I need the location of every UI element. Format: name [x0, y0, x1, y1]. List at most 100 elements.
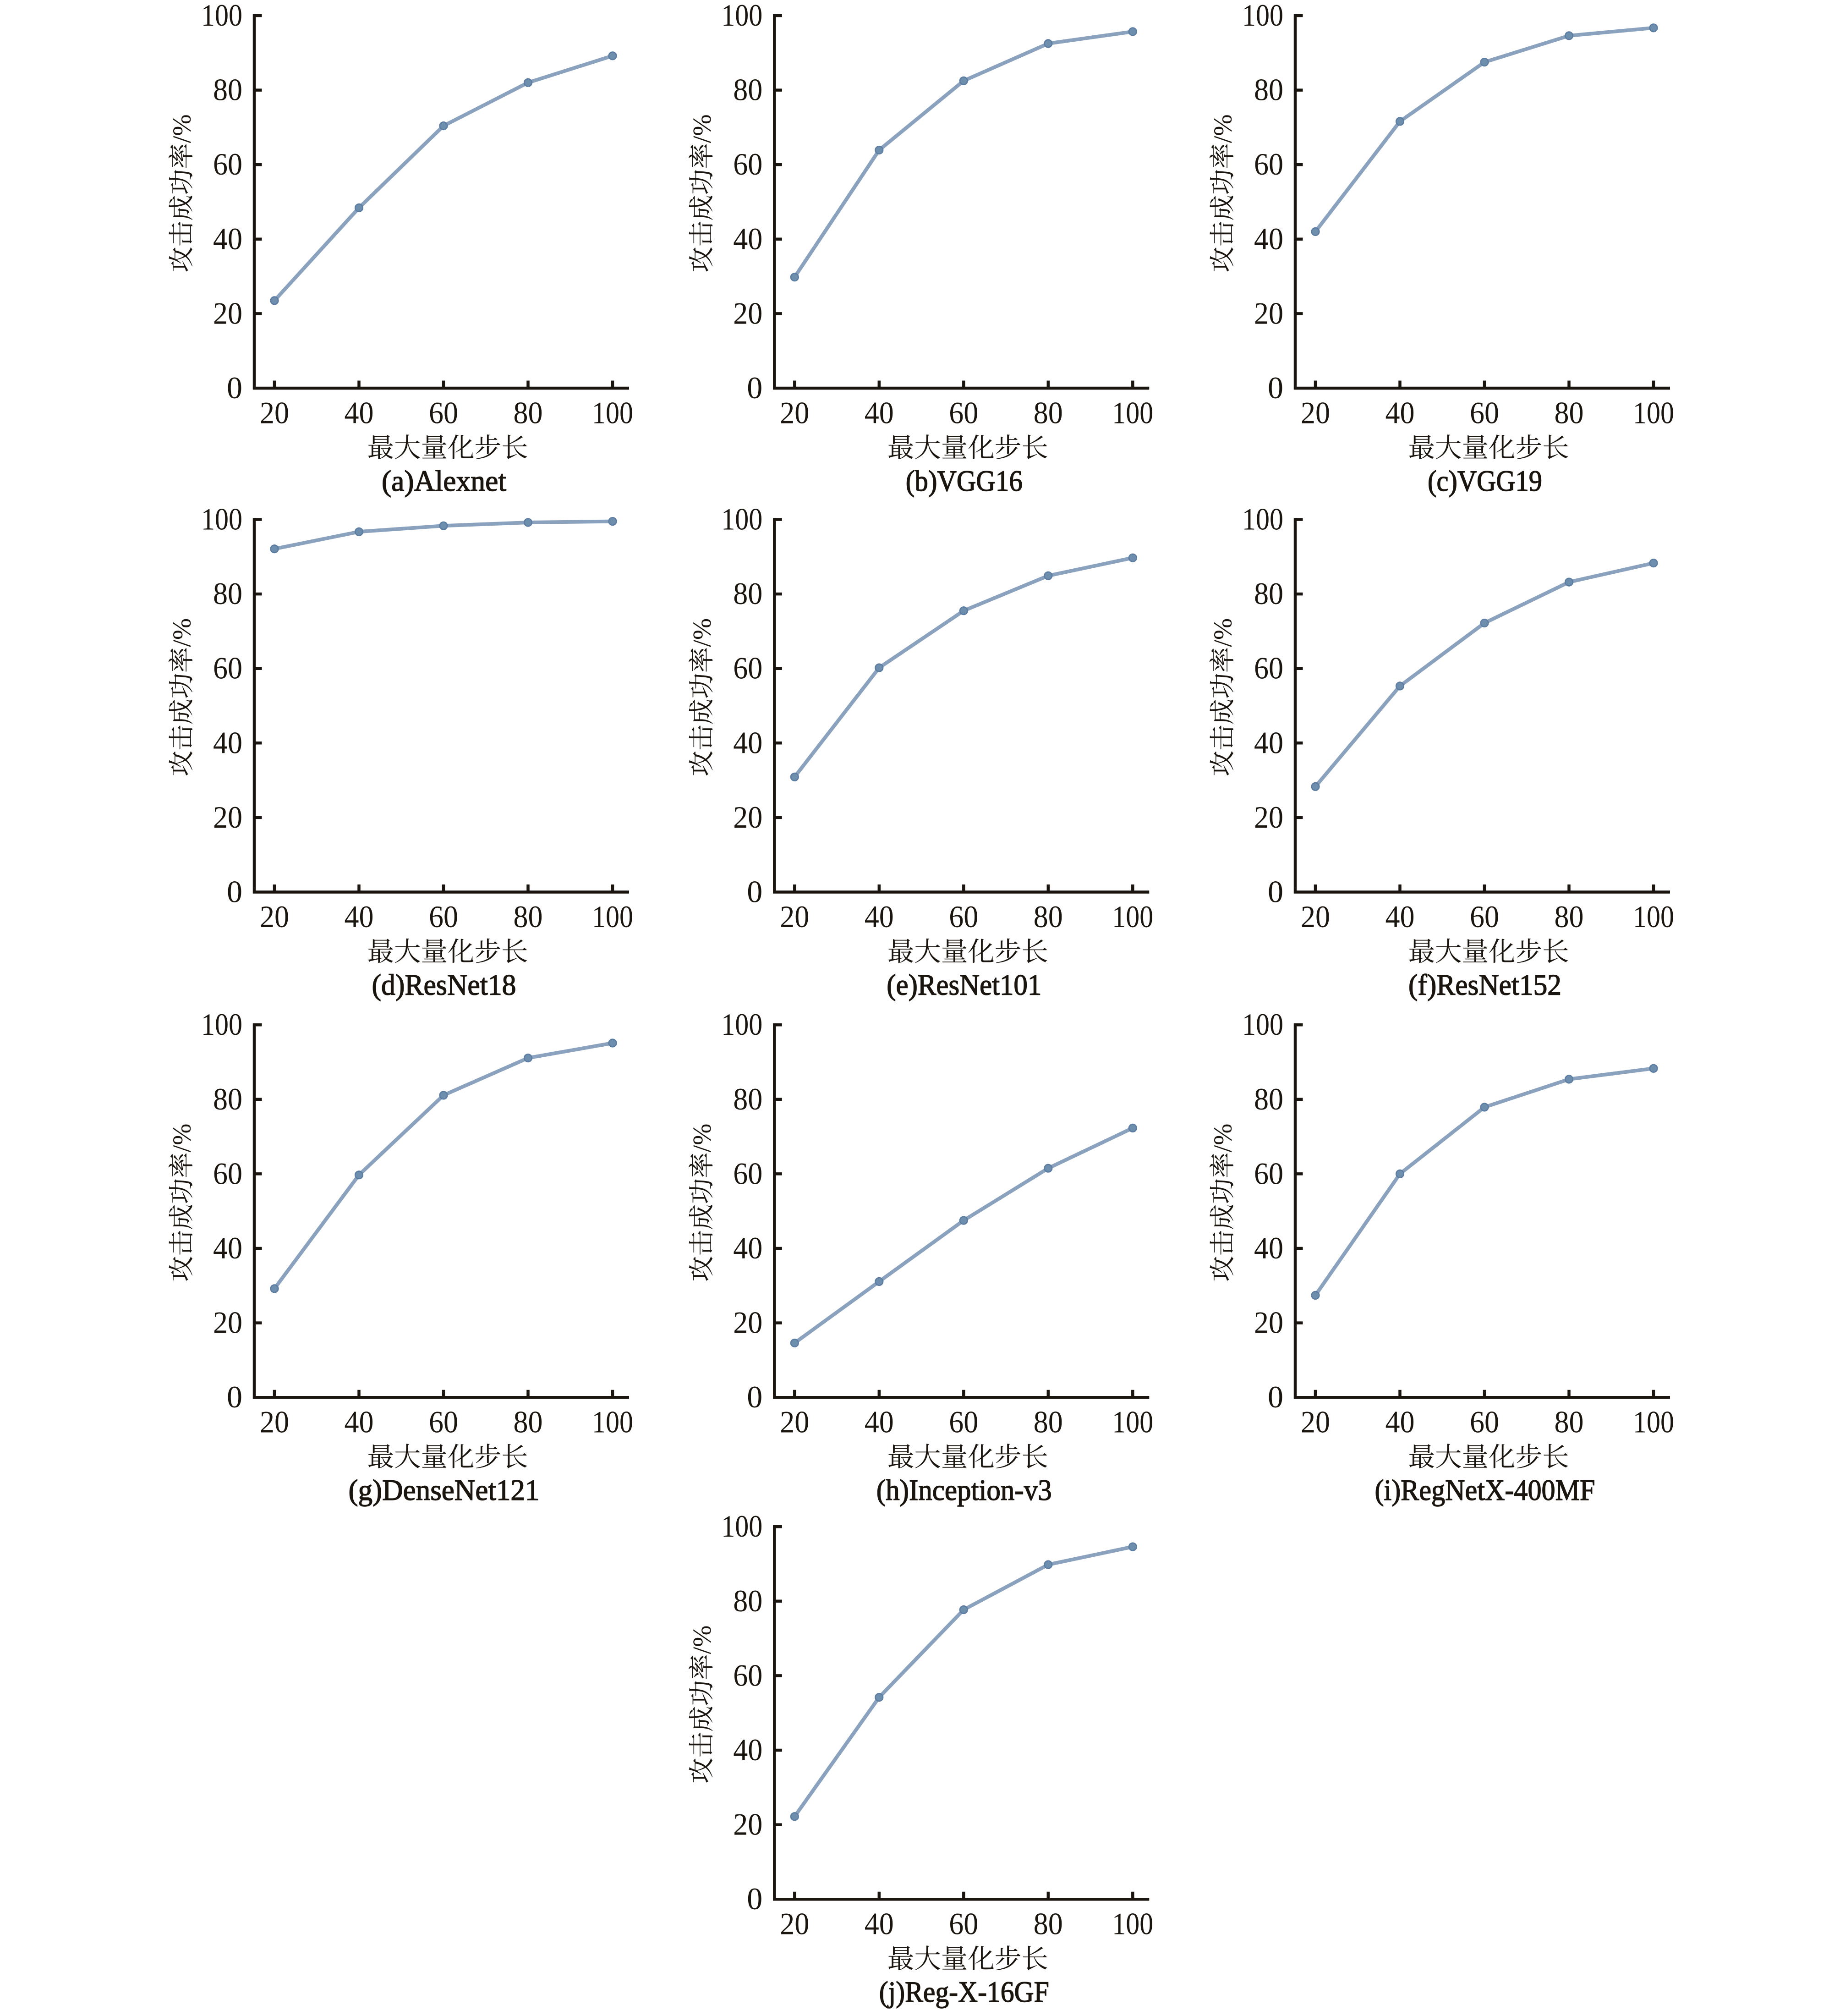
svg-text:60: 60	[1470, 899, 1499, 934]
svg-text:40: 40	[1254, 725, 1283, 760]
svg-text:60: 60	[429, 899, 458, 934]
svg-text:100: 100	[201, 502, 242, 537]
svg-text:40: 40	[345, 396, 374, 430]
svg-text:0: 0	[747, 874, 762, 909]
svg-text:100: 100	[1242, 502, 1283, 537]
svg-text:100: 100	[592, 1405, 633, 1439]
svg-text:60: 60	[733, 1658, 762, 1692]
svg-text:100: 100	[1112, 1906, 1153, 1941]
svg-text:100: 100	[721, 1509, 762, 1544]
svg-text:20: 20	[1254, 1305, 1283, 1340]
svg-text:60: 60	[733, 1156, 762, 1191]
svg-text:40: 40	[733, 725, 762, 760]
svg-text:40: 40	[1385, 1405, 1415, 1439]
svg-text:20: 20	[780, 396, 809, 430]
svg-text:20: 20	[1254, 800, 1283, 835]
svg-text:40: 40	[865, 899, 894, 934]
svg-text:80: 80	[213, 576, 242, 611]
svg-text:40: 40	[213, 1230, 242, 1265]
svg-text:0: 0	[227, 370, 242, 405]
svg-text:40: 40	[865, 1906, 894, 1941]
svg-text:100: 100	[721, 0, 762, 33]
svg-text:(d)ResNet18: (d)ResNet18	[372, 969, 516, 1002]
svg-text:20: 20	[780, 1405, 809, 1439]
svg-text:(c)VGG19: (c)VGG19	[1428, 465, 1542, 498]
svg-text:80: 80	[1254, 72, 1283, 107]
svg-text:100: 100	[201, 1007, 242, 1042]
svg-text:60: 60	[429, 396, 458, 430]
svg-text:100: 100	[592, 396, 633, 430]
svg-text:100: 100	[592, 899, 633, 934]
svg-text:100: 100	[1633, 899, 1674, 934]
svg-text:80: 80	[1034, 899, 1063, 934]
svg-text:80: 80	[1555, 1405, 1584, 1439]
svg-text:(i)RegNetX-400MF: (i)RegNetX-400MF	[1375, 1474, 1595, 1507]
svg-text:40: 40	[345, 899, 374, 934]
svg-text:20: 20	[733, 296, 762, 330]
svg-text:(e)ResNet101: (e)ResNet101	[887, 969, 1041, 1002]
svg-text:60: 60	[1254, 1156, 1283, 1191]
svg-text:60: 60	[733, 651, 762, 686]
svg-text:100: 100	[1112, 1405, 1153, 1439]
svg-text:0: 0	[1268, 874, 1283, 909]
svg-text:(f)ResNet152: (f)ResNet152	[1408, 969, 1561, 1002]
svg-text:80: 80	[213, 72, 242, 107]
svg-text:40: 40	[213, 221, 242, 256]
svg-text:60: 60	[949, 1906, 978, 1941]
svg-text:0: 0	[747, 1379, 762, 1414]
svg-text:100: 100	[721, 502, 762, 537]
svg-text:20: 20	[213, 1305, 242, 1340]
svg-text:100: 100	[1112, 899, 1153, 934]
svg-text:60: 60	[949, 899, 978, 934]
svg-text:60: 60	[213, 147, 242, 181]
svg-text:60: 60	[1470, 396, 1499, 430]
svg-text:0: 0	[227, 1379, 242, 1414]
svg-text:60: 60	[1254, 651, 1283, 686]
svg-text:60: 60	[429, 1405, 458, 1439]
svg-text:60: 60	[949, 396, 978, 430]
svg-text:0: 0	[747, 1881, 762, 1916]
svg-text:20: 20	[260, 1405, 289, 1439]
svg-text:60: 60	[213, 1156, 242, 1191]
svg-text:(g)DenseNet121: (g)DenseNet121	[349, 1474, 540, 1507]
svg-text:20: 20	[733, 1807, 762, 1842]
svg-text:40: 40	[1385, 396, 1415, 430]
svg-text:60: 60	[733, 147, 762, 181]
svg-text:80: 80	[733, 72, 762, 107]
svg-text:60: 60	[949, 1405, 978, 1439]
svg-text:60: 60	[1470, 1405, 1499, 1439]
svg-text:80: 80	[514, 396, 543, 430]
svg-text:40: 40	[1254, 221, 1283, 256]
svg-text:80: 80	[1034, 396, 1063, 430]
svg-text:80: 80	[1034, 1405, 1063, 1439]
svg-text:80: 80	[1254, 576, 1283, 611]
svg-text:20: 20	[213, 800, 242, 835]
svg-text:40: 40	[345, 1405, 374, 1439]
svg-text:0: 0	[747, 370, 762, 405]
svg-text:(a)Alexnet: (a)Alexnet	[382, 465, 506, 498]
svg-text:80: 80	[733, 576, 762, 611]
svg-text:80: 80	[213, 1082, 242, 1116]
svg-text:40: 40	[1385, 899, 1415, 934]
svg-text:80: 80	[514, 899, 543, 934]
svg-text:80: 80	[733, 1082, 762, 1116]
svg-text:100: 100	[721, 1007, 762, 1042]
svg-text:20: 20	[260, 396, 289, 430]
svg-text:40: 40	[1254, 1230, 1283, 1265]
svg-text:20: 20	[260, 899, 289, 934]
svg-text:20: 20	[733, 800, 762, 835]
svg-text:40: 40	[213, 725, 242, 760]
svg-text:80: 80	[514, 1405, 543, 1439]
svg-text:20: 20	[1301, 899, 1330, 934]
svg-text:40: 40	[733, 1230, 762, 1265]
svg-text:60: 60	[213, 651, 242, 686]
svg-text:(b)VGG16: (b)VGG16	[906, 465, 1023, 498]
svg-text:20: 20	[1301, 1405, 1330, 1439]
svg-text:20: 20	[780, 1906, 809, 1941]
svg-text:100: 100	[1633, 1405, 1674, 1439]
svg-text:80: 80	[1254, 1082, 1283, 1116]
svg-text:80: 80	[733, 1583, 762, 1618]
svg-text:0: 0	[1268, 1379, 1283, 1414]
svg-text:100: 100	[1242, 1007, 1283, 1042]
svg-text:80: 80	[1555, 899, 1584, 934]
